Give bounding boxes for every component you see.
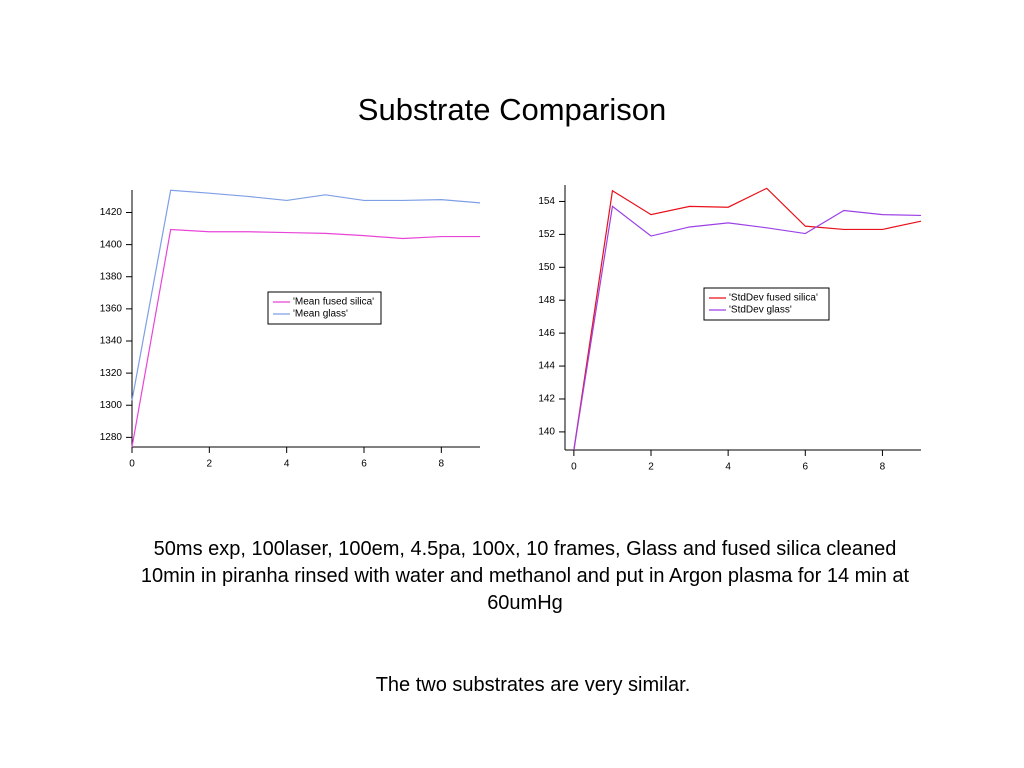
legend-label: 'StdDev fused silica' xyxy=(729,293,818,304)
series-line xyxy=(573,187,922,451)
series-line xyxy=(131,228,480,448)
y-tick-label: 1380 xyxy=(100,271,123,282)
y-tick-label: 140 xyxy=(538,427,555,438)
legend-box xyxy=(267,291,382,325)
x-tick-label: 2 xyxy=(648,462,654,473)
y-tick-label: 1400 xyxy=(100,239,123,250)
y-tick-label: 1300 xyxy=(100,400,123,411)
series-line xyxy=(573,205,922,451)
legend-label: 'Mean glass' xyxy=(293,309,348,320)
y-tick-label: 146 xyxy=(538,328,555,339)
y-tick-label: 152 xyxy=(538,229,555,240)
y-tick-label: 1420 xyxy=(100,207,123,218)
x-tick-label: 8 xyxy=(880,462,886,473)
conclusion: The two substrates are very similar. xyxy=(375,674,691,696)
y-tick-label: 1320 xyxy=(100,368,123,379)
y-tick-label: 144 xyxy=(538,361,555,372)
caption: 50ms exp, 100laser, 100em, 4.5pa, 100x, … xyxy=(140,538,910,614)
y-tick-label: 1340 xyxy=(100,336,123,347)
y-tick-label: 142 xyxy=(538,394,555,405)
y-tick-label: 1360 xyxy=(100,304,123,315)
y-tick-label: 1280 xyxy=(100,432,123,443)
x-tick-label: 2 xyxy=(207,459,213,470)
x-tick-label: 6 xyxy=(803,462,809,473)
x-tick-label: 4 xyxy=(725,462,731,473)
legend-label: 'Mean fused silica' xyxy=(293,297,374,308)
x-tick-label: 0 xyxy=(571,462,577,473)
slide-title: Substrate Comparison xyxy=(357,92,667,127)
y-tick-label: 150 xyxy=(538,262,555,273)
y-tick-label: 148 xyxy=(538,295,555,306)
legend-label: 'StdDev glass' xyxy=(729,305,792,316)
x-tick-label: 8 xyxy=(439,459,445,470)
x-tick-label: 4 xyxy=(284,459,290,470)
series-line xyxy=(131,189,481,401)
legend-box xyxy=(703,287,830,321)
y-tick-label: 154 xyxy=(538,196,555,207)
x-tick-label: 0 xyxy=(129,459,135,470)
x-tick-label: 6 xyxy=(361,459,367,470)
